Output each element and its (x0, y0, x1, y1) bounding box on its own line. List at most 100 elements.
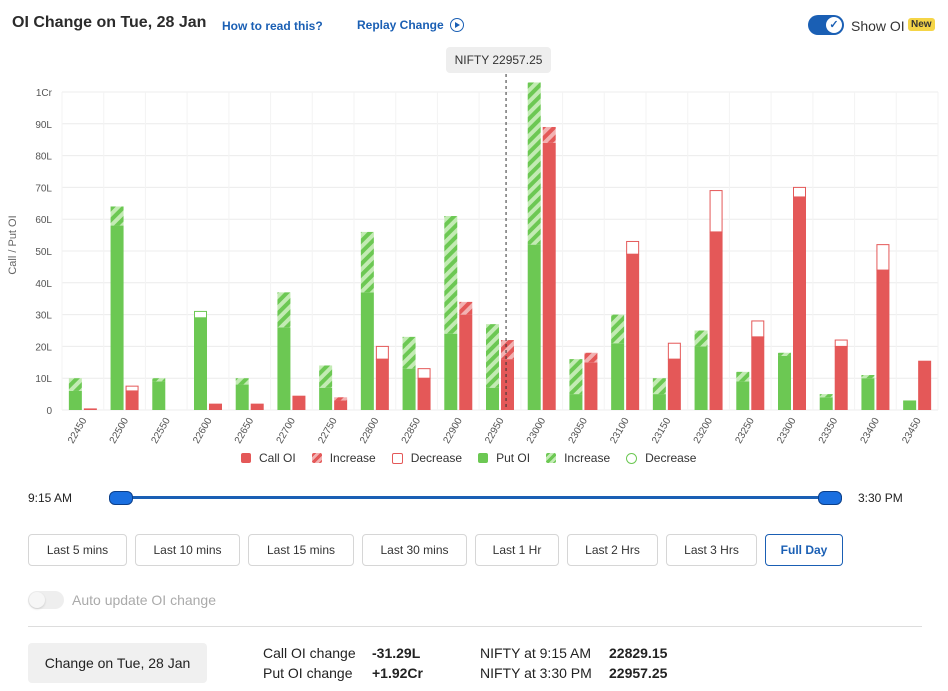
time-slider-end-handle[interactable] (818, 491, 842, 505)
put-bar (694, 346, 708, 410)
call-bar (876, 270, 890, 410)
put-bar (444, 333, 458, 410)
y-tick-label: 30L (35, 311, 52, 322)
put-bar (235, 384, 249, 410)
time-start-label: 9:15 AM (28, 491, 73, 505)
put-increase-bar (486, 324, 499, 388)
legend: Call OI Increase Decrease Put OI Increas… (241, 451, 696, 465)
x-tick-label: 23250 (733, 416, 757, 446)
x-tick-label: 23150 (650, 416, 674, 446)
y-tick-label: 50L (35, 247, 52, 258)
how-to-read-link[interactable]: How to read this? (222, 19, 323, 33)
show-oi-toggle[interactable]: ✓ (808, 15, 844, 35)
put-increase-bar (819, 394, 833, 398)
x-tick-label: 22900 (441, 416, 465, 446)
call-decrease-bar (834, 339, 848, 347)
x-tick-label: 23300 (775, 416, 799, 446)
put-decrease-swatch (626, 452, 638, 464)
time-slider-track[interactable] (120, 496, 830, 499)
legend-put-decrease: Decrease (645, 451, 697, 465)
y-tick-label: 40L (35, 279, 52, 290)
put-bar (277, 327, 291, 410)
time-end-label: 3:30 PM (858, 491, 903, 505)
call-bar (250, 403, 264, 410)
x-tick-label: 22850 (400, 416, 424, 446)
call-increase-bar (584, 352, 598, 363)
put-increase-bar (444, 216, 458, 334)
x-tick-label: 23050 (567, 416, 591, 446)
x-tick-label: 22750 (316, 416, 340, 446)
put-bar (611, 343, 625, 410)
check-icon: ✓ (826, 17, 842, 33)
call-decrease-bar (667, 342, 681, 360)
put-bar (110, 225, 124, 410)
put-bar (194, 317, 207, 410)
time-slider-start-handle[interactable] (109, 491, 133, 505)
put-increase-bar (861, 375, 875, 379)
put-bar (861, 378, 875, 410)
put-bar (402, 368, 416, 410)
y-tick-label: 0 (46, 406, 52, 417)
x-tick-label: 22950 (483, 416, 507, 446)
btn-full-day[interactable]: Full Day (765, 534, 843, 566)
put-increase-bar (235, 378, 249, 385)
call-increase-bar (542, 126, 556, 143)
call-decrease-bar (125, 385, 139, 392)
put-increase-bar (360, 231, 374, 293)
put-increase-bar (736, 371, 750, 382)
x-tick-label: 22700 (275, 416, 299, 446)
x-tick-label: 22800 (358, 416, 382, 446)
call-bar (417, 378, 431, 410)
put-increase-swatch (546, 453, 557, 463)
replay-change-link[interactable]: Replay Change (357, 18, 464, 32)
call-bar (334, 400, 348, 410)
btn-last-15-mins[interactable]: Last 15 mins (248, 534, 354, 566)
call-decrease-swatch (391, 452, 403, 464)
call-bar (501, 359, 514, 410)
btn-last-10-mins[interactable]: Last 10 mins (135, 534, 240, 566)
change-date-button[interactable]: Change on Tue, 28 Jan (28, 643, 207, 683)
oi-chart: Call / Put OI 0 10L 20L 30L 40L 50L 60L 70L 80L 9… (7, 74, 939, 446)
y-axis-label: Call / Put OI (7, 215, 19, 274)
call-oi-swatch (241, 453, 251, 463)
put-bar (652, 394, 666, 410)
btn-last-1-hr[interactable]: Last 1 Hr (475, 534, 559, 566)
call-bar (292, 395, 306, 410)
btn-last-30-mins[interactable]: Last 30 mins (362, 534, 467, 566)
call-decrease-bar (417, 368, 431, 379)
legend-put-increase: Increase (564, 451, 611, 465)
put-increase-bar (277, 292, 291, 328)
y-tick-label: 90L (35, 120, 52, 131)
x-tick-label: 23400 (859, 416, 883, 446)
x-tick-label: 22600 (191, 416, 215, 446)
page-title: OI Change on Tue, 28 Jan (12, 14, 207, 31)
spot-tooltip: NIFTY 22957.25 (446, 47, 551, 73)
put-bar (736, 381, 750, 410)
call-bar (918, 360, 932, 410)
x-tick-label: 23000 (525, 416, 549, 446)
btn-last-5-mins[interactable]: Last 5 mins (28, 534, 127, 566)
put-increase-bar (319, 365, 333, 388)
put-bar (68, 390, 82, 410)
call-increase-swatch (311, 453, 322, 463)
nifty-close-label: NIFTY at 3:30 PM (480, 665, 592, 681)
btn-last-2-hrs[interactable]: Last 2 Hrs (567, 534, 658, 566)
put-oi-change-label: Put OI change (263, 665, 353, 681)
call-increase-bar (459, 301, 473, 315)
replay-label: Replay Change (357, 18, 444, 32)
auto-update-toggle[interactable] (28, 591, 64, 609)
call-decrease-bar (793, 186, 806, 198)
call-bar (459, 314, 473, 410)
call-bar (375, 359, 389, 410)
btn-last-3-hrs[interactable]: Last 3 Hrs (666, 534, 757, 566)
call-bar (542, 142, 556, 410)
nifty-close-value: 22957.25 (609, 665, 668, 681)
call-bar (125, 390, 139, 410)
x-tick-label: 23350 (817, 416, 841, 446)
put-increase-bar (152, 378, 166, 382)
put-bar (569, 394, 583, 410)
put-decrease-bar (194, 310, 207, 319)
put-increase-bar (778, 352, 791, 356)
call-bar (83, 408, 97, 410)
call-decrease-bar (375, 345, 389, 360)
